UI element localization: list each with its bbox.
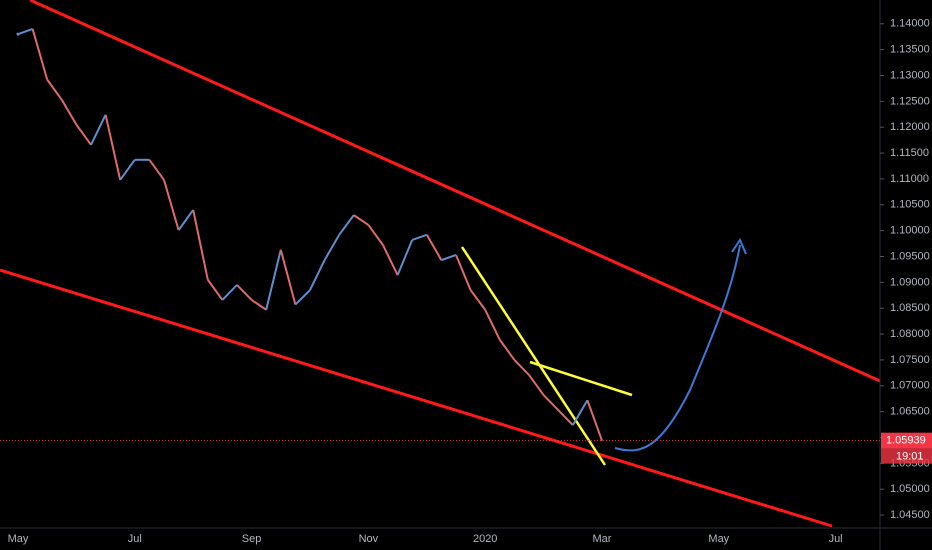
y-tick-label: 1.11000 [890, 173, 929, 185]
price-segment [513, 359, 530, 376]
countdown-label: 19:01 [896, 451, 924, 463]
price-segment [484, 309, 501, 341]
price-segment [367, 224, 384, 246]
y-tick-label: 1.07000 [890, 380, 930, 392]
price-segment [221, 284, 238, 301]
price-segment [192, 209, 209, 280]
price-segment [236, 284, 253, 301]
last-price-box [881, 432, 932, 449]
price-segment [17, 28, 33, 36]
price-segment [309, 259, 326, 291]
y-tick-label: 1.12000 [890, 121, 930, 133]
price-segment [206, 279, 224, 301]
y-tick-label: 1.08500 [890, 302, 930, 314]
price-segment [411, 233, 428, 241]
price-segment [338, 214, 355, 236]
price-segment [31, 28, 49, 80]
price-segment [498, 339, 516, 361]
y-tick-label: 1.06500 [890, 406, 930, 418]
y-tick-label: 1.10000 [890, 225, 930, 237]
price-segment [528, 374, 545, 396]
x-tick-label: Mar [593, 533, 612, 545]
x-tick-label: May [8, 533, 29, 545]
x-tick-label: Nov [359, 533, 379, 545]
price-segment [75, 124, 92, 146]
price-segment [148, 159, 165, 181]
price-segment [104, 114, 122, 181]
projection-arrow [614, 244, 741, 452]
price-segment [571, 399, 589, 426]
price-segment [382, 244, 399, 276]
y-tick-label: 1.13500 [890, 44, 930, 56]
price-segment [425, 234, 443, 261]
x-tick-label: Jul [829, 533, 843, 545]
price-segment [279, 249, 297, 305]
x-tick-label: 2020 [473, 533, 497, 545]
price-segment [469, 289, 487, 311]
y-tick-label: 1.12500 [890, 95, 930, 107]
price-segment [353, 214, 369, 226]
price-segment [90, 114, 107, 146]
channel-upper [29, 0, 881, 383]
y-tick-label: 1.07500 [890, 354, 930, 366]
price-segment [265, 249, 282, 311]
y-tick-label: 1.09500 [890, 250, 930, 262]
price-segment [441, 254, 457, 262]
countdown-box [881, 448, 932, 464]
y-tick-label: 1.13000 [890, 69, 930, 81]
x-tick-label: Sep [242, 533, 262, 545]
price-segment [163, 179, 180, 231]
price-segment [177, 209, 195, 231]
y-tick-label: 1.05000 [890, 483, 930, 495]
price-segment [251, 299, 267, 311]
last-price-label: 1.05939 [886, 435, 926, 447]
y-tick-label: 1.11500 [890, 147, 929, 159]
y-tick-label: 1.10500 [890, 199, 930, 211]
x-tick-label: May [708, 533, 729, 545]
arrow-head [731, 237, 747, 255]
y-tick-label: 1.08000 [890, 328, 930, 340]
price-segment [46, 79, 63, 101]
price-segment [455, 254, 472, 291]
price-segment [294, 289, 311, 306]
y-tick-label: 1.09000 [890, 276, 930, 288]
price-segment [323, 234, 341, 261]
price-segment [542, 394, 559, 411]
x-tick-label: Jul [128, 533, 142, 545]
channel-lower [0, 268, 833, 528]
price-segment [557, 409, 574, 426]
wedge-line [529, 360, 633, 397]
y-tick-label: 1.14000 [890, 18, 930, 30]
price-segment [60, 99, 78, 126]
price-segment [586, 399, 603, 441]
wedge-line [460, 246, 607, 466]
price-segment [119, 159, 136, 181]
y-tick-label: 1.04500 [890, 509, 930, 521]
price-segment [396, 239, 414, 276]
